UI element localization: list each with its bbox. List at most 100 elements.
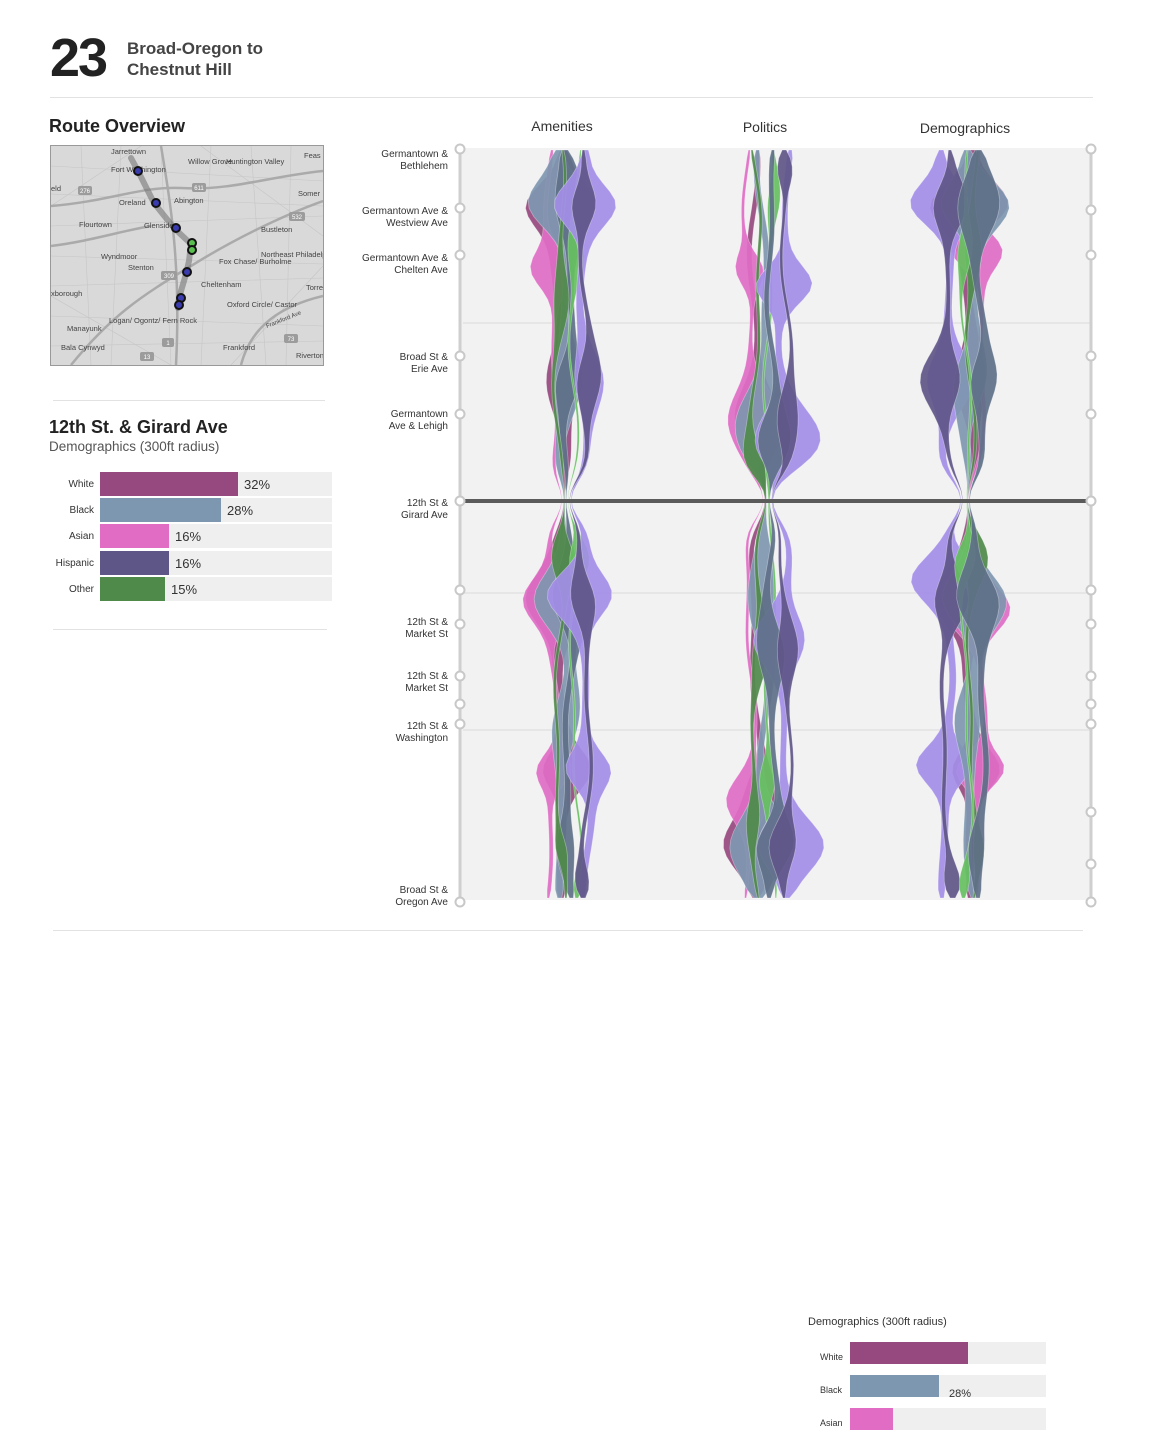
stop-handle[interactable] — [454, 495, 466, 507]
stop-handle[interactable] — [454, 249, 466, 261]
stop-handle[interactable] — [454, 350, 466, 362]
map-label: Flourtown — [79, 220, 112, 229]
stop-handle[interactable] — [1085, 350, 1097, 362]
stop-label[interactable]: 12th St & Girard Ave — [401, 498, 448, 522]
politics-stream-layer[interactable] — [768, 149, 799, 899]
map-label: Fox Chase/ Burholme — [219, 257, 292, 266]
route-stream-chart — [454, 143, 1097, 908]
route-name-line2: Chestnut Hill — [127, 60, 232, 79]
map-label: xborough — [51, 289, 82, 298]
map-label: Oxford Circle/ Castor — [227, 300, 298, 309]
bar-label: Asian — [68, 531, 94, 543]
bars-divider — [53, 629, 327, 630]
stop-handle[interactable] — [1085, 204, 1097, 216]
map-label: Somer — [298, 189, 321, 198]
map-stop-marker[interactable] — [174, 300, 184, 310]
stop-label-line: Westview Ave — [386, 218, 448, 229]
stop-label[interactable]: 12th St & Washington — [396, 721, 448, 745]
stop-handle[interactable] — [1085, 698, 1097, 710]
demographics-bar-row[interactable]: Black 28% — [48, 498, 332, 523]
stop-handle[interactable] — [1085, 806, 1097, 818]
map-label: Jarrettown — [111, 147, 146, 156]
demographics-stream-layer[interactable] — [956, 149, 1001, 899]
stop-label-line: 12th St & — [406, 721, 448, 732]
mini-bar-row[interactable]: Black 28% — [808, 1375, 1048, 1400]
road-shield-532: 532 — [292, 215, 303, 221]
bar-percent: 32% — [244, 477, 271, 492]
stop-label[interactable]: Germantown Ave & Westview Ave — [362, 206, 448, 230]
mini-bar-row[interactable]: White — [808, 1342, 1048, 1364]
map-label: Huntington Valley — [226, 157, 284, 166]
map-stop-marker[interactable] — [133, 166, 143, 176]
stop-handle[interactable] — [454, 143, 466, 155]
stop-handle[interactable] — [454, 670, 466, 682]
stop-handle[interactable] — [454, 698, 466, 710]
bar-label: White — [68, 479, 94, 490]
map-stop-marker[interactable] — [187, 245, 197, 255]
stop-handle[interactable] — [1085, 858, 1097, 870]
stop-handle[interactable] — [454, 584, 466, 596]
selected-stop-title: 12th St. & Girard Ave — [49, 417, 228, 437]
demographics-bar-row[interactable]: Asian 16% — [48, 524, 332, 549]
stop-label[interactable]: Germantown Ave & Lehigh — [389, 409, 448, 433]
politics-stream-layer[interactable] — [742, 149, 771, 899]
stop-label[interactable]: Germantown & Bethlehem — [381, 149, 448, 173]
stop-label-line: Germantown Ave & — [362, 253, 448, 264]
stop-handle[interactable] — [454, 408, 466, 420]
politics-stream-layer[interactable] — [758, 149, 781, 899]
bar-fill — [100, 524, 169, 549]
mini-bar-label: Black — [820, 1385, 843, 1395]
mini-bar-fill — [850, 1375, 939, 1397]
column-header-demographics[interactable]: Demographics — [919, 120, 1011, 136]
route-map[interactable]: 611 276 532 309 1 13 73 Jarrettown Fort … — [50, 145, 324, 366]
route-name: Broad-Oregon to Chestnut Hill — [127, 38, 263, 80]
map-label: Cheltenham — [201, 280, 241, 289]
map-stop-marker[interactable] — [151, 198, 161, 208]
mini-bar-row[interactable]: Asian — [808, 1408, 1048, 1430]
stop-handle[interactable] — [454, 618, 466, 630]
column-header-amenities[interactable]: Amenities — [531, 118, 593, 134]
stop-label-line: Chelten Ave — [394, 265, 448, 276]
stop-handle[interactable] — [1085, 249, 1097, 261]
stop-label[interactable]: Germantown Ave & Chelten Ave — [362, 253, 448, 277]
stop-label-line: Girard Ave — [400, 510, 448, 521]
stop-handle[interactable] — [1085, 584, 1097, 596]
column-header-politics[interactable]: Politics — [742, 119, 788, 135]
stop-handle[interactable] — [1085, 143, 1097, 155]
stop-label-line: 12th St & — [406, 498, 448, 509]
stop-label[interactable]: 12th St & Market St — [405, 671, 448, 695]
map-stop-marker[interactable] — [171, 223, 181, 233]
stop-handle[interactable] — [1085, 495, 1097, 507]
stop-handle[interactable] — [1085, 670, 1097, 682]
demographics-bar-row[interactable]: Other 15% — [48, 576, 332, 601]
map-label: Abington — [174, 196, 204, 205]
amenities-stream-layer[interactable] — [551, 149, 576, 899]
stop-handle[interactable] — [454, 202, 466, 214]
stop-handle[interactable] — [1085, 896, 1097, 908]
stop-label[interactable]: Broad St & Oregon Ave — [395, 885, 448, 909]
map-label: Frankford — [223, 343, 255, 352]
stop-handle[interactable] — [1085, 618, 1097, 630]
map-stop-markers — [133, 166, 197, 310]
stop-label-line: Bethlehem — [400, 161, 448, 172]
bar-label: Other — [68, 583, 94, 595]
stop-label-line: Germantown — [390, 409, 448, 420]
stop-label[interactable]: Broad St & Erie Ave — [400, 352, 448, 376]
map-label: Glenside — [144, 221, 174, 230]
stop-label[interactable]: 12th St & Market St — [405, 617, 448, 641]
chart-divider — [53, 930, 1083, 931]
map-stop-marker[interactable] — [182, 267, 192, 277]
stop-handle[interactable] — [1085, 408, 1097, 420]
bar-fill — [100, 576, 165, 601]
overview-divider — [53, 400, 325, 401]
demographics-bar-row[interactable]: Hispanic 16% — [48, 550, 332, 575]
amenities-stream-layer[interactable] — [568, 149, 602, 899]
stop-handle[interactable] — [1085, 718, 1097, 730]
map-label: Manayunk — [67, 324, 102, 333]
demographics-bar-row[interactable]: White 32% — [48, 472, 332, 496]
stop-handle[interactable] — [454, 896, 466, 908]
mini-bar-fill — [850, 1342, 968, 1364]
stop-label-line: Market St — [405, 683, 448, 694]
demographics-stream-layer[interactable] — [919, 149, 970, 899]
stop-handle[interactable] — [454, 718, 466, 730]
